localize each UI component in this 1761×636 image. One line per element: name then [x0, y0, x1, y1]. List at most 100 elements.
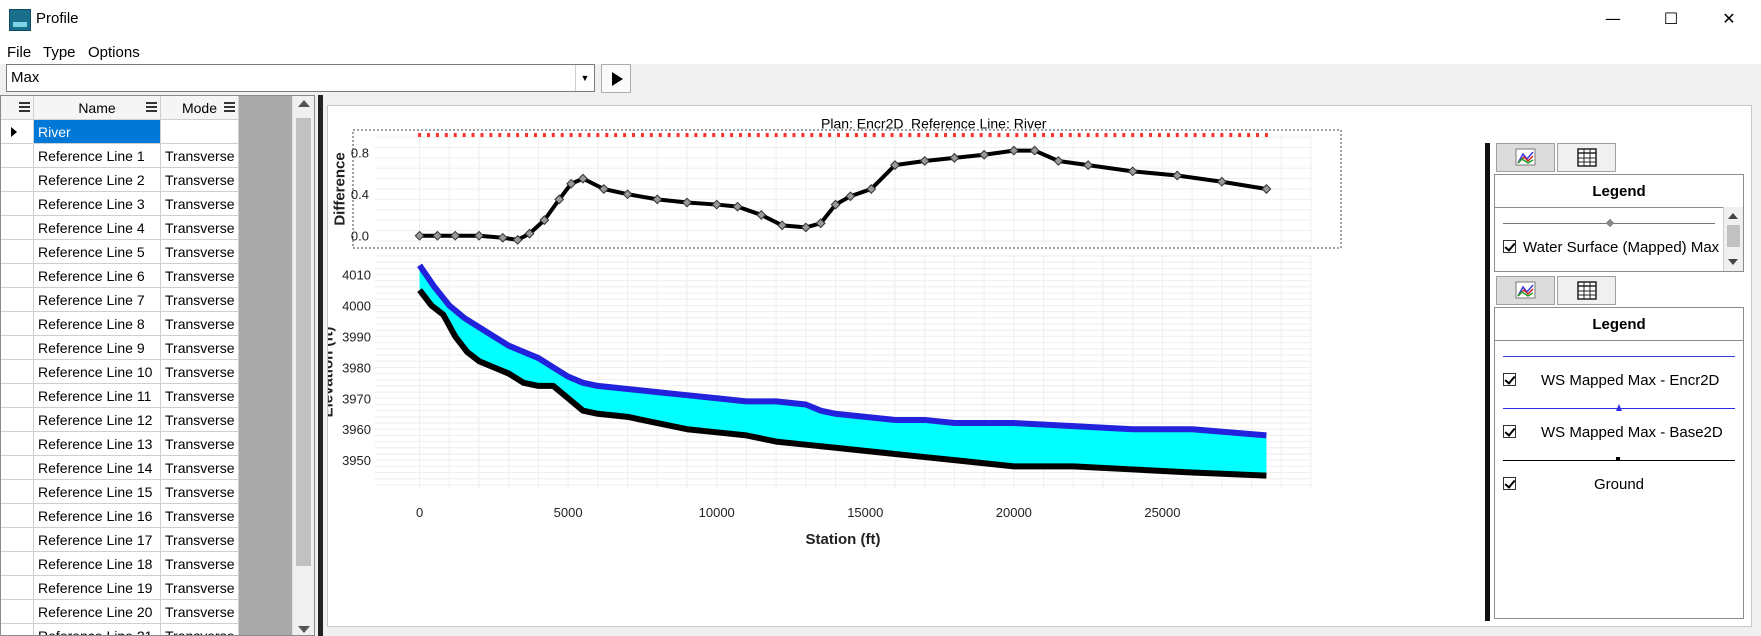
cell-name[interactable]: River	[34, 120, 161, 144]
table-row[interactable]: Reference Line 4 Transverse	[1, 216, 239, 240]
cell-name[interactable]: Reference Line 18	[34, 552, 161, 576]
row-selector[interactable]	[1, 264, 34, 288]
table-row[interactable]: Reference Line 12 Transverse	[1, 408, 239, 432]
legend-checkbox[interactable]	[1503, 425, 1516, 438]
cell-name[interactable]: Reference Line 17	[34, 528, 161, 552]
row-selector[interactable]	[1, 336, 34, 360]
cell-mode[interactable]: Transverse	[161, 504, 239, 528]
cell-name[interactable]: Reference Line 14	[34, 456, 161, 480]
scroll-down-icon[interactable]	[298, 626, 310, 633]
row-selector[interactable]	[1, 480, 34, 504]
table-row[interactable]: Reference Line 13 Transverse	[1, 432, 239, 456]
cell-name[interactable]: Reference Line 2	[34, 168, 161, 192]
minimize-button[interactable]: —	[1605, 9, 1621, 28]
cell-mode[interactable]: Transverse	[161, 552, 239, 576]
cell-name[interactable]: Reference Line 6	[34, 264, 161, 288]
legend-checkbox[interactable]	[1503, 477, 1516, 490]
table-row[interactable]: Reference Line 1 Transverse	[1, 144, 239, 168]
grid-corner[interactable]	[1, 96, 34, 120]
cell-name[interactable]: Reference Line 15	[34, 480, 161, 504]
cell-mode[interactable]: Transverse	[161, 312, 239, 336]
cell-mode[interactable]: Transverse	[161, 168, 239, 192]
row-selector[interactable]	[1, 240, 34, 264]
cell-name[interactable]: Reference Line 16	[34, 504, 161, 528]
column-header-mode[interactable]: Mode	[161, 96, 239, 120]
row-selector[interactable]	[1, 120, 34, 144]
cell-name[interactable]: Reference Line 21	[34, 624, 161, 635]
cell-mode[interactable]: Transverse	[161, 192, 239, 216]
table-row[interactable]: Reference Line 3 Transverse	[1, 192, 239, 216]
row-selector[interactable]	[1, 216, 34, 240]
cell-name[interactable]: Reference Line 5	[34, 240, 161, 264]
cell-mode[interactable]: Transverse	[161, 240, 239, 264]
row-selector[interactable]	[1, 288, 34, 312]
column-header-name[interactable]: Name	[34, 96, 161, 120]
menu-file[interactable]: File	[7, 44, 32, 61]
table-row[interactable]: Reference Line 21 Transverse	[1, 624, 239, 635]
cell-mode[interactable]: Transverse	[161, 336, 239, 360]
cell-mode[interactable]: Transverse	[161, 216, 239, 240]
table-view-tab[interactable]	[1557, 143, 1616, 172]
panel-splitter[interactable]	[318, 95, 323, 636]
row-selector[interactable]	[1, 408, 34, 432]
scroll-thumb[interactable]	[1727, 225, 1740, 247]
row-selector[interactable]	[1, 432, 34, 456]
table-row[interactable]: Reference Line 2 Transverse	[1, 168, 239, 192]
row-selector[interactable]	[1, 456, 34, 480]
table-row[interactable]: Reference Line 19 Transverse	[1, 576, 239, 600]
cell-mode[interactable]: Transverse	[161, 456, 239, 480]
scroll-thumb[interactable]	[296, 118, 311, 566]
cell-name[interactable]: Reference Line 3	[34, 192, 161, 216]
scroll-up-icon[interactable]	[298, 100, 310, 107]
table-row[interactable]: Reference Line 20 Transverse	[1, 600, 239, 624]
menu-options[interactable]: Options	[88, 44, 140, 61]
cell-name[interactable]: Reference Line 10	[34, 360, 161, 384]
cell-mode[interactable]: Transverse	[161, 288, 239, 312]
table-row[interactable]: Reference Line 9 Transverse	[1, 336, 239, 360]
column-menu-icon[interactable]	[19, 102, 30, 113]
row-selector[interactable]	[1, 168, 34, 192]
table-view-tab-2[interactable]	[1557, 276, 1616, 305]
row-selector[interactable]	[1, 552, 34, 576]
cell-mode[interactable]: Transverse	[161, 144, 239, 168]
cell-mode[interactable]	[161, 120, 239, 144]
row-selector[interactable]	[1, 192, 34, 216]
cell-mode[interactable]: Transverse	[161, 264, 239, 288]
cell-name[interactable]: Reference Line 1	[34, 144, 161, 168]
cell-name[interactable]: Reference Line 9	[34, 336, 161, 360]
cell-mode[interactable]: Transverse	[161, 360, 239, 384]
table-row[interactable]: Reference Line 7 Transverse	[1, 288, 239, 312]
cell-name[interactable]: Reference Line 8	[34, 312, 161, 336]
table-row[interactable]: Reference Line 11 Transverse	[1, 384, 239, 408]
profile-dropdown[interactable]: Max ▼	[6, 64, 595, 92]
table-row[interactable]: Reference Line 14 Transverse	[1, 456, 239, 480]
table-row[interactable]: Reference Line 15 Transverse	[1, 480, 239, 504]
table-row[interactable]: Reference Line 17 Transverse	[1, 528, 239, 552]
cell-mode[interactable]: Transverse	[161, 576, 239, 600]
legend-checkbox[interactable]	[1503, 373, 1516, 386]
grid-scrollbar[interactable]	[292, 96, 314, 635]
column-menu-icon[interactable]	[224, 102, 235, 113]
table-row[interactable]: Reference Line 10 Transverse	[1, 360, 239, 384]
legend-checkbox[interactable]	[1503, 240, 1516, 253]
legend-entry-ws-mapped-max[interactable]: Water Surface (Mapped) Max	[1503, 239, 1719, 256]
close-button[interactable]: ✕	[1722, 9, 1736, 28]
row-selector[interactable]	[1, 528, 34, 552]
row-selector[interactable]	[1, 504, 34, 528]
cell-name[interactable]: Reference Line 13	[34, 432, 161, 456]
cell-mode[interactable]: Transverse	[161, 528, 239, 552]
play-button[interactable]	[601, 64, 631, 93]
row-selector[interactable]	[1, 312, 34, 336]
scroll-up-icon[interactable]	[1728, 213, 1738, 219]
row-selector[interactable]	[1, 384, 34, 408]
chart-view-tab[interactable]	[1496, 143, 1555, 172]
row-selector[interactable]	[1, 144, 34, 168]
column-menu-icon[interactable]	[146, 102, 157, 113]
cell-name[interactable]: Reference Line 19	[34, 576, 161, 600]
table-row[interactable]: Reference Line 8 Transverse	[1, 312, 239, 336]
cell-mode[interactable]: Transverse	[161, 408, 239, 432]
row-selector[interactable]	[1, 624, 34, 635]
maximize-button[interactable]: ☐	[1663, 9, 1679, 28]
legend-splitter[interactable]	[1485, 143, 1490, 621]
cell-name[interactable]: Reference Line 4	[34, 216, 161, 240]
